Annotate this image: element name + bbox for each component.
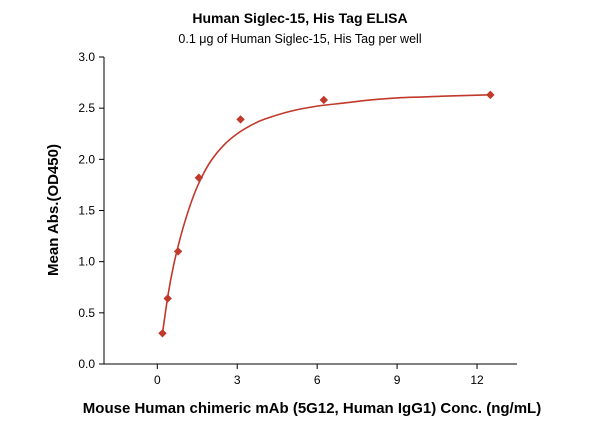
data-point-diamond <box>163 294 172 303</box>
x-axis-label: Mouse Human chimeric mAb (5G12, Human Ig… <box>83 400 541 417</box>
chart-subtitle: 0.1 μg of Human Siglec-15, His Tag per w… <box>178 32 421 46</box>
x-axis: 0 3 6 9 12 <box>104 363 517 387</box>
data-point-diamond <box>194 173 204 182</box>
y-tick-label: 3.0 <box>78 50 95 64</box>
fit-curve <box>161 94 491 334</box>
x-tick-label: 3 <box>234 373 241 387</box>
y-tick-label: 2.0 <box>78 152 95 166</box>
data-point-diamond <box>173 247 183 256</box>
x-tick-label: 9 <box>394 373 401 387</box>
y-axis: 0.0 0.5 1.0 1.5 2.0 2.5 3.0 <box>78 50 105 371</box>
y-tick-label: 0.5 <box>78 306 95 320</box>
data-point-diamond <box>319 95 329 105</box>
chart-title: Human Siglec-15, His Tag ELISA <box>192 10 407 26</box>
x-tick-label: 0 <box>154 373 161 387</box>
data-series <box>158 90 495 338</box>
x-tick-label: 6 <box>314 373 321 387</box>
y-tick-label: 1.0 <box>78 255 95 269</box>
data-point-diamond <box>486 90 495 100</box>
data-point-diamond <box>236 115 245 124</box>
y-tick-label: 2.5 <box>78 101 95 115</box>
y-tick-label: 0.0 <box>78 357 95 371</box>
y-axis-label: Mean Abs.(OD450) <box>45 144 62 276</box>
data-point-diamond <box>158 329 167 338</box>
y-tick-label: 1.5 <box>78 204 95 218</box>
x-tick-label: 12 <box>470 373 484 387</box>
